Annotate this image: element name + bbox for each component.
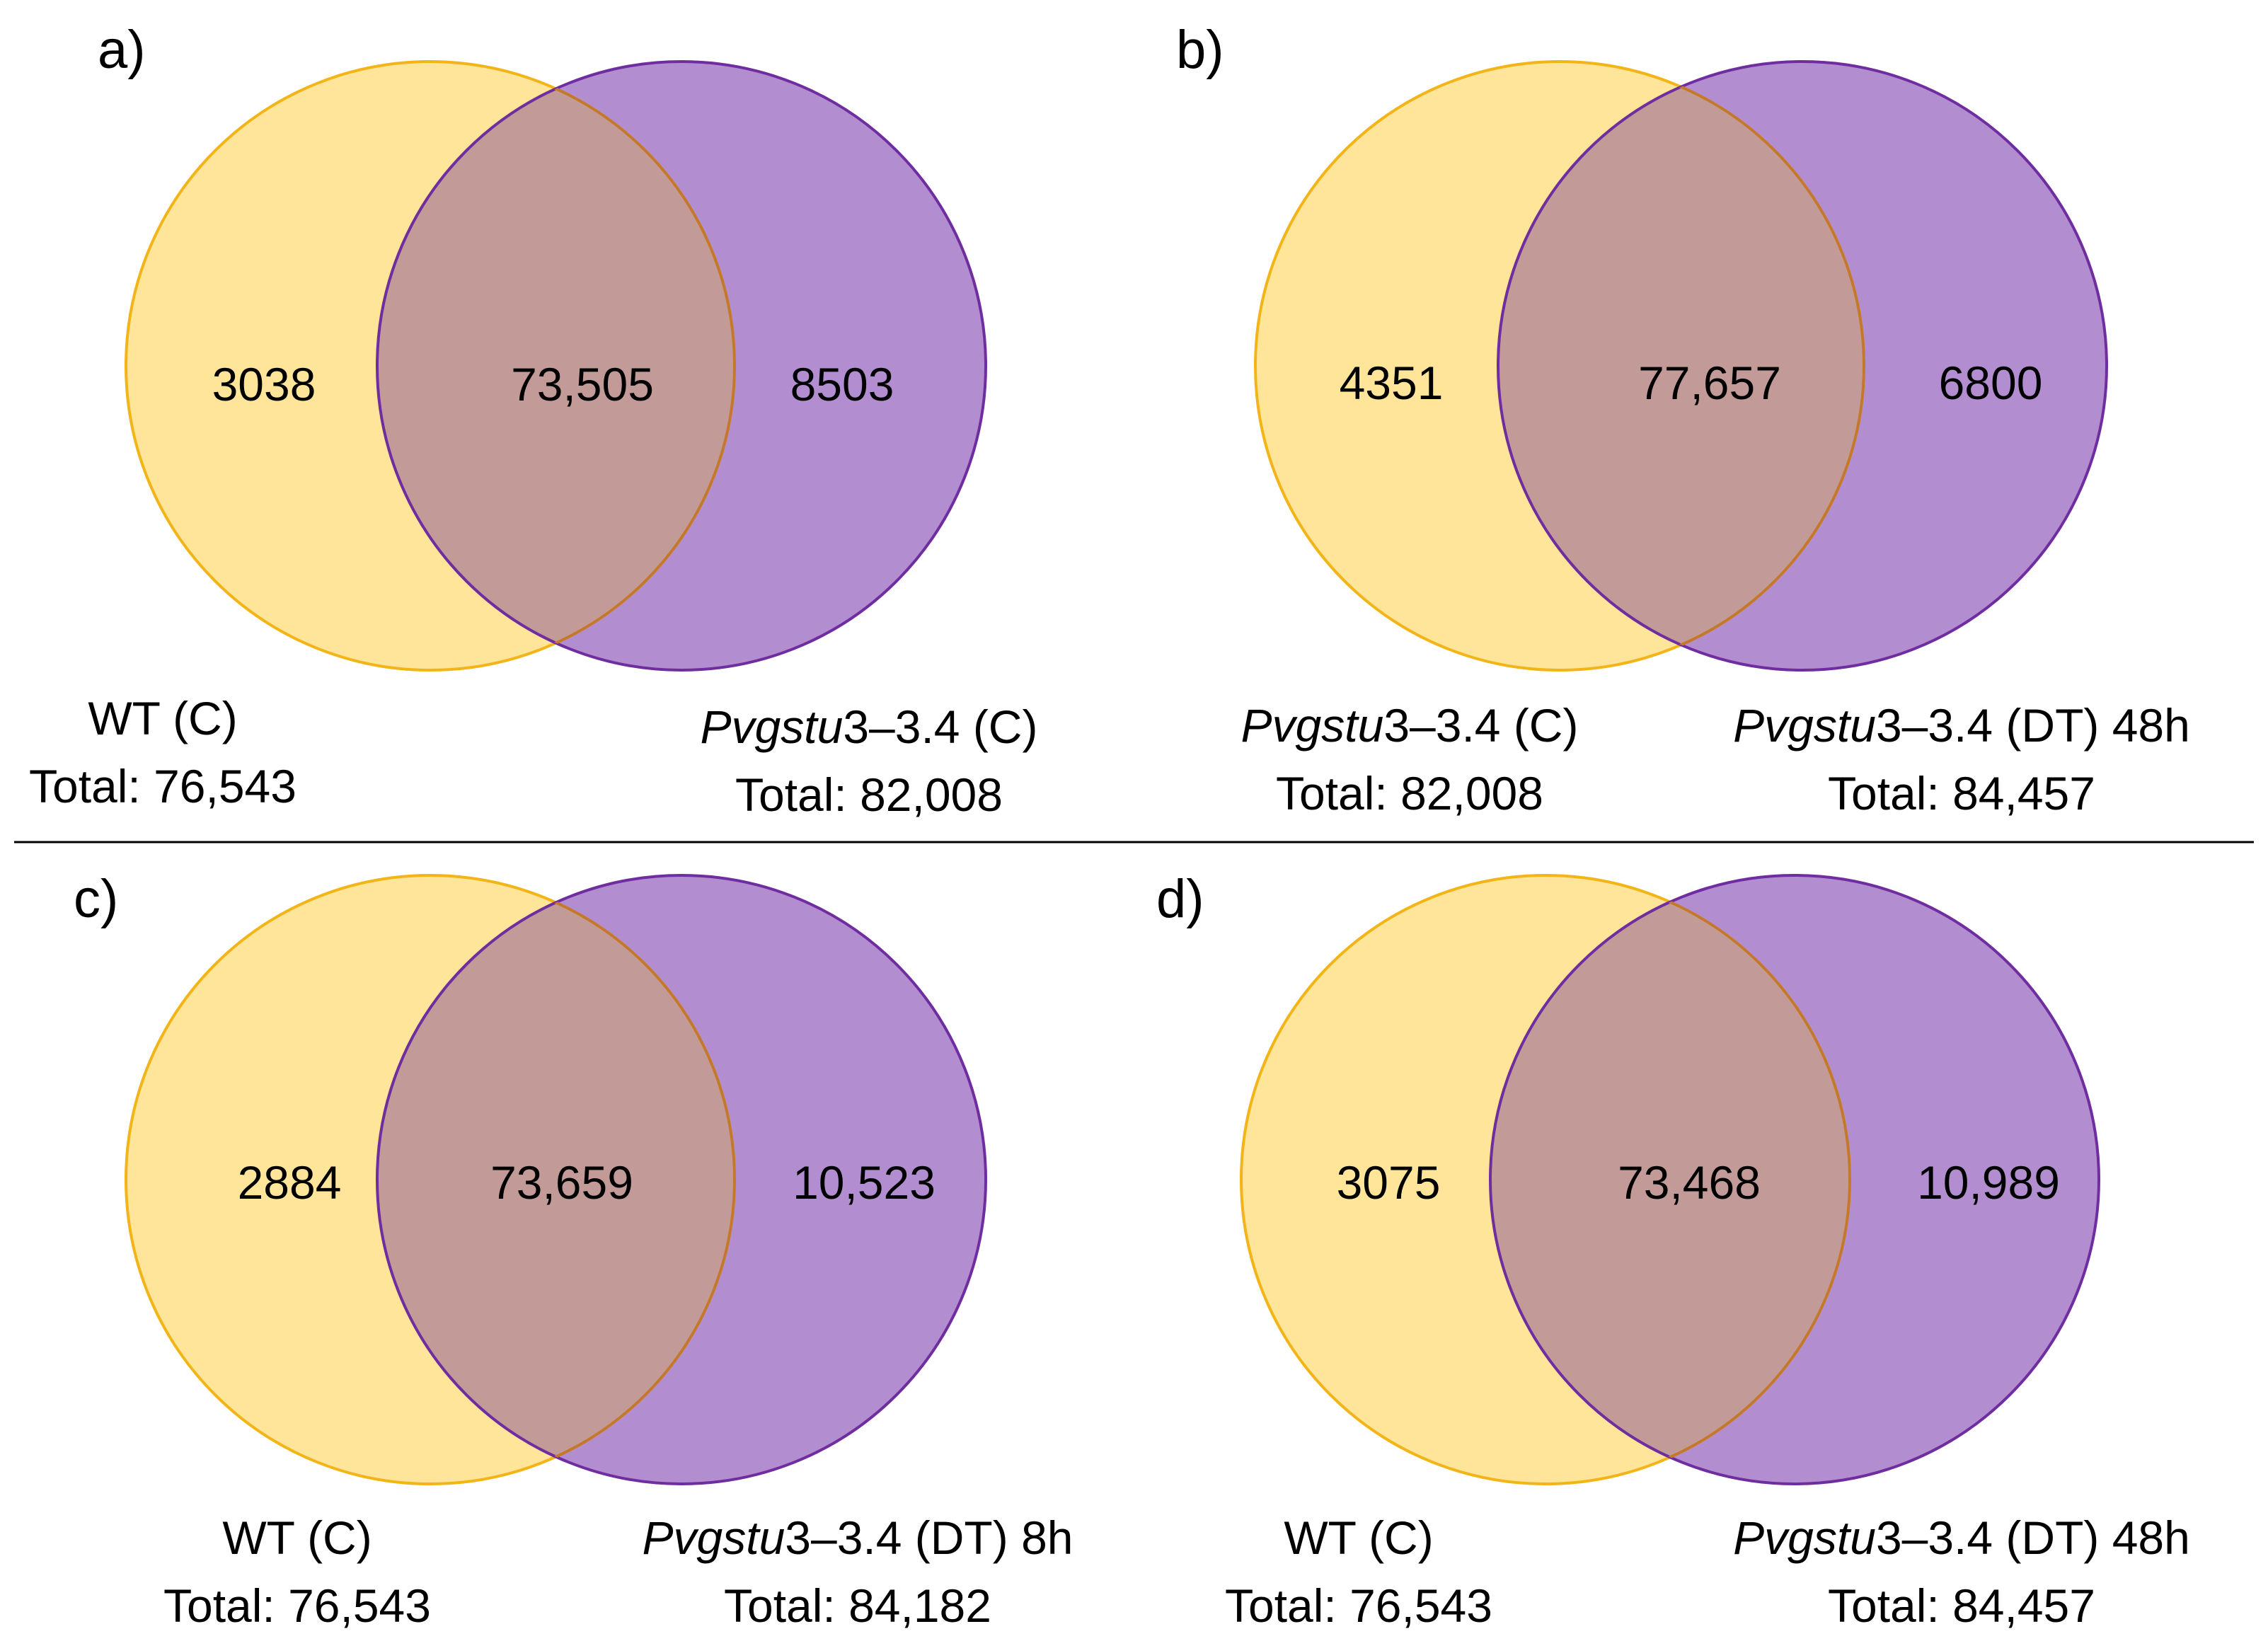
left-only-count: 2884 [238,1156,342,1209]
overlap-region [377,875,735,1484]
left-set-total: Total: 76,543 [1225,1579,1492,1632]
venn-panel-d: d) 3075 73,468 10,989 WT (C) Total: 76,5… [1156,869,2190,1632]
left-set-name: Pvgstu3–3.4 (C) [1241,699,1579,752]
right-set-total: Total: 82,008 [735,768,1003,821]
panel-label: d) [1156,869,1204,929]
overlap-region [1490,875,1850,1484]
right-set-total: Total: 84,182 [724,1579,991,1632]
left-set-total: Total: 76,543 [163,1579,431,1632]
overlap-outline [377,62,736,670]
right-only-count: 6800 [1939,357,2043,409]
right-set-total: Total: 84,457 [1828,1579,2095,1632]
left-set-name: WT (C) [222,1512,372,1564]
venn-panel-c: c) 2884 73,659 10,523 WT (C) Total: 76,5… [74,869,1073,1632]
left-only-count: 3075 [1337,1156,1441,1209]
left-only-count: 3038 [212,358,316,410]
overlap-outline [1498,62,1865,670]
panel-label: b) [1176,20,1224,80]
venn-panel-a: a) 3038 73,505 8503 WT (C) Total: 76,543… [29,20,1037,821]
left-only-count: 4351 [1340,357,1444,409]
overlap-count: 73,659 [490,1156,633,1209]
right-set-name: Pvgstu3–3.4 (DT) 8h [643,1512,1073,1564]
overlap-outline [377,875,736,1484]
overlap-count: 73,505 [511,358,654,410]
overlap-region [377,62,735,670]
panel-label: c) [74,869,118,929]
right-only-count: 8503 [790,358,894,410]
right-set-total: Total: 84,457 [1828,767,2095,819]
right-set-outline [1489,874,2100,1485]
overlap-region [1498,62,1864,670]
left-set-total: Total: 82,008 [1276,767,1543,819]
left-set-total: Total: 76,543 [29,760,297,812]
venn-panel-b: b) 4351 77,657 6800 Pvgstu3–3.4 (C) Tota… [1176,20,2190,819]
panel-label: a) [98,20,146,80]
right-only-count: 10,523 [793,1156,936,1209]
right-set-outline [376,874,987,1485]
right-set-name: Pvgstu3–3.4 (DT) 48h [1733,699,2190,752]
right-set-name: Pvgstu3–3.4 (C) [701,701,1038,753]
right-set-outline [1497,60,2108,672]
right-only-count: 10,989 [1917,1156,2060,1209]
right-set-outline [376,60,987,672]
left-set-name: WT (C) [88,692,237,744]
left-set-name: WT (C) [1284,1512,1433,1564]
overlap-count: 77,657 [1638,357,1781,409]
overlap-outline [1490,875,1851,1484]
right-set-name: Pvgstu3–3.4 (DT) 48h [1733,1512,2190,1564]
overlap-count: 73,468 [1618,1156,1761,1209]
